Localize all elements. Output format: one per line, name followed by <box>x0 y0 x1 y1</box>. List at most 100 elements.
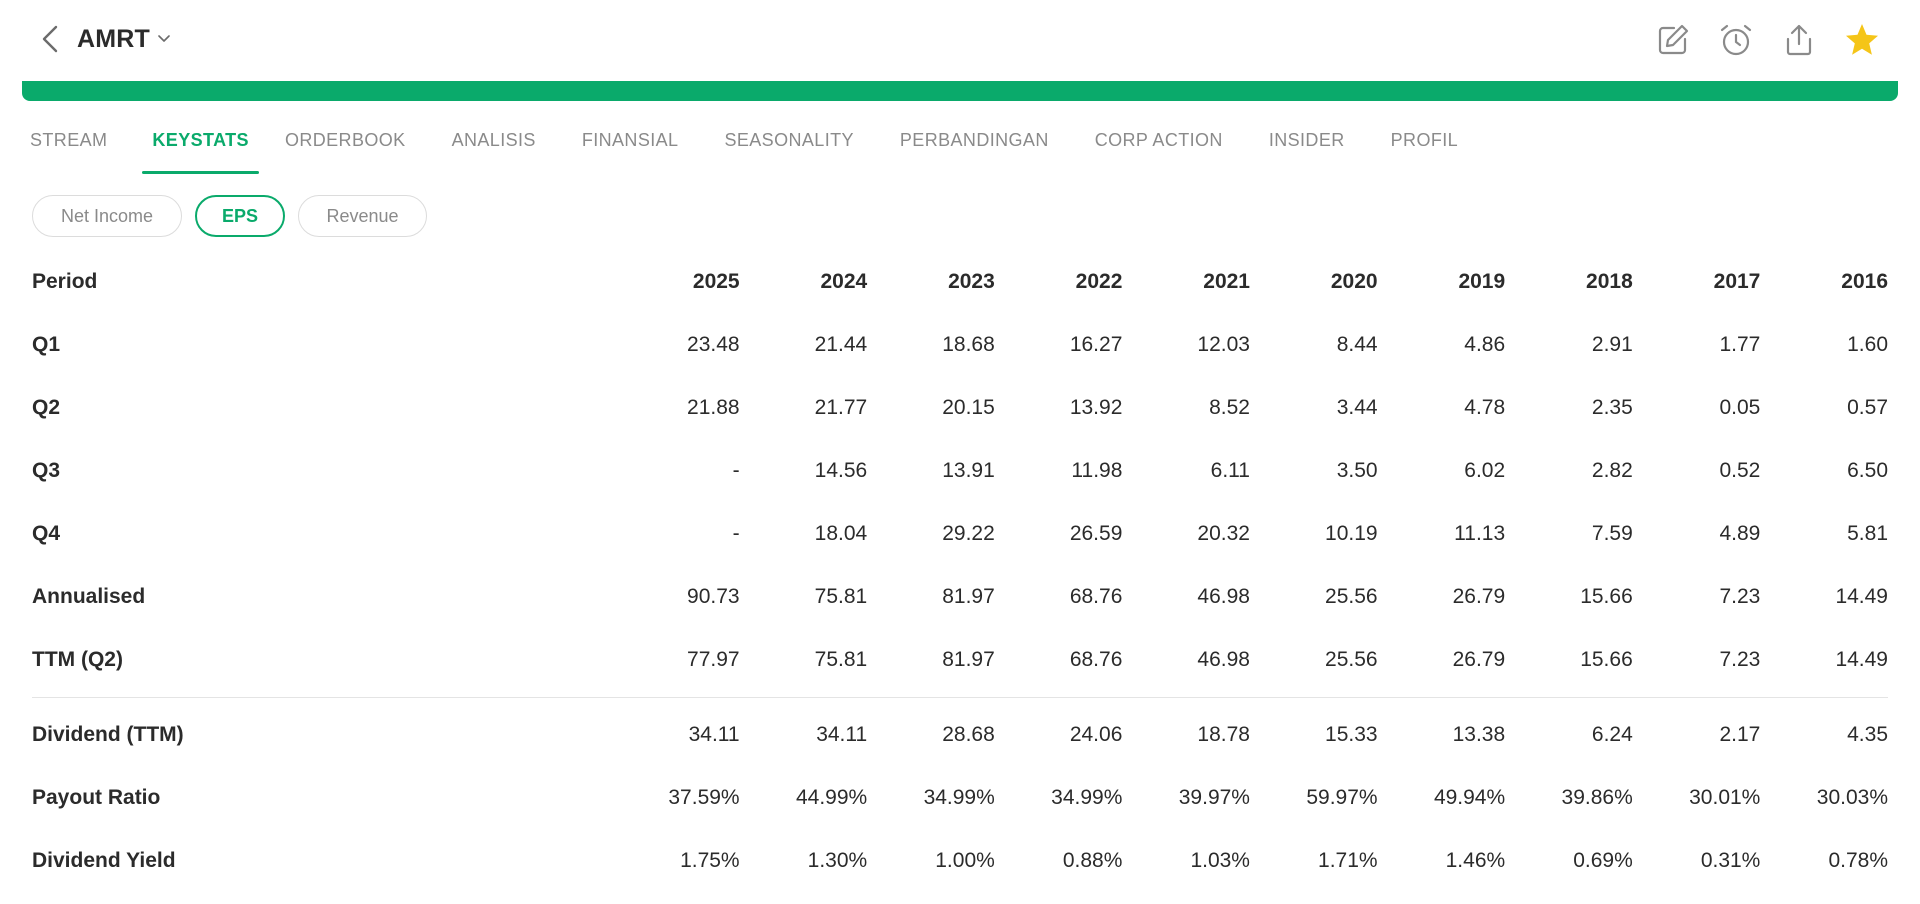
watchlist-star-button[interactable] <box>1844 22 1880 58</box>
table-cell: 2.82 <box>1591 458 1633 482</box>
tab-stream[interactable]: STREAM <box>30 130 108 150</box>
table-cell: 0.88% <box>1062 848 1123 872</box>
table-cell: 34.99% <box>1051 785 1123 809</box>
table-cell: 21.77 <box>814 395 868 419</box>
table-cell: 4.89 <box>1719 521 1761 545</box>
table-cell: 1.03% <box>1190 848 1250 872</box>
table-cell: 13.92 <box>1069 395 1123 419</box>
period-header: Period <box>32 269 98 293</box>
table-cell: 28.68 <box>942 722 995 746</box>
table-cell: 0.78% <box>1828 848 1888 872</box>
table-row: Q4 - 18.04 29.22 26.59 20.32 10.19 11.13 7.59 4.8… <box>32 502 1888 565</box>
row-label: Q4 <box>32 521 61 545</box>
tab-finansial[interactable]: FINANSIAL <box>581 130 679 150</box>
table-cell: 13.91 <box>942 458 995 482</box>
table-cell: 1.30% <box>807 848 868 872</box>
table-cell: 25.56 <box>1325 647 1378 671</box>
table-cell: 39.86% <box>1561 785 1633 809</box>
table-cell: 1.77 <box>1719 332 1761 356</box>
table-cell: 1.71% <box>1318 848 1378 872</box>
table-cell: 0.31% <box>1700 848 1761 872</box>
chevron-left-icon <box>42 25 58 53</box>
ticker-selector[interactable]: AMRT <box>77 22 170 56</box>
table-cell: 3.50 <box>1336 458 1378 482</box>
table-cell: 6.11 <box>1210 458 1250 482</box>
table-cell: 26.79 <box>1452 647 1506 671</box>
edit-button[interactable] <box>1655 22 1691 58</box>
table-cell: 18.04 <box>814 521 868 545</box>
table-cell: 1.60 <box>1847 332 1888 356</box>
table-row: Dividend Yield 1.75% 1.30% 1.00% 0.88% 1.03% 1… <box>32 829 1888 892</box>
table-cell: 24.06 <box>1069 722 1123 746</box>
share-icon <box>1786 24 1812 56</box>
table-cell: 0.52 <box>1719 458 1761 482</box>
table-cell: 37.59% <box>668 785 740 809</box>
divider-line <box>32 696 1888 698</box>
table-cell: 10.19 <box>1325 521 1378 545</box>
filter-revenue-button[interactable]: Revenue <box>298 195 427 237</box>
tab-seasonality[interactable]: SEASONALITY <box>724 130 854 150</box>
star-icon <box>1846 24 1878 55</box>
table-cell: 75.81 <box>814 584 868 608</box>
table-cell: 6.50 <box>1847 458 1888 482</box>
row-label: Q1 <box>32 332 61 356</box>
table-cell: 81.97 <box>942 647 995 671</box>
table-row: Dividend (TTM) 34.11 34.11 28.68 24.06 18.78 1… <box>32 703 1888 766</box>
filter-net-income-button[interactable]: Net Income <box>32 195 182 237</box>
table-cell: 5.81 <box>1847 521 1888 545</box>
table-cell: 20.32 <box>1197 521 1250 545</box>
tab-insider[interactable]: INSIDER <box>1268 130 1345 150</box>
table-cell: 21.88 <box>687 395 740 419</box>
table-cell: 34.99% <box>923 785 995 809</box>
year-header: 2019 <box>1458 269 1506 293</box>
row-label: Annualised <box>32 584 146 608</box>
tab-analisis[interactable]: ANALISIS <box>451 130 536 150</box>
table-cell: 59.97% <box>1306 785 1378 809</box>
tab-orderbook[interactable]: ORDERBOOK <box>284 130 406 150</box>
table-row: Q1 23.48 21.44 18.68 16.27 12.03 8.44 4.86 2.91 1… <box>32 313 1888 376</box>
table-cell: 0.05 <box>1719 395 1761 419</box>
table-cell: 8.52 <box>1209 395 1250 419</box>
row-label: Dividend Yield <box>32 848 176 872</box>
table-cell: 7.23 <box>1719 584 1761 608</box>
table-cell: 14.49 <box>1835 584 1888 608</box>
table-cell: 13.38 <box>1452 722 1506 746</box>
accent-banner <box>22 81 1898 101</box>
table-cell: 0.69% <box>1573 848 1633 872</box>
row-label: TTM (Q2) <box>32 647 123 671</box>
table-cell: 77.97 <box>687 647 740 671</box>
table-cell: 14.56 <box>814 458 868 482</box>
tab-perbandingan[interactable]: PERBANDINGAN <box>899 130 1049 150</box>
table-cell: 68.76 <box>1069 647 1123 671</box>
edit-icon <box>1658 24 1689 55</box>
table-cell: 2.91 <box>1591 332 1633 356</box>
table-row: Q2 21.88 21.77 20.15 13.92 8.52 3.44 4.78 2.35 0.… <box>32 376 1888 439</box>
year-header: 2022 <box>1075 269 1123 293</box>
tab-keystats[interactable]: KEYSTATS <box>142 118 259 174</box>
table-cell: 30.01% <box>1689 785 1761 809</box>
share-button[interactable] <box>1781 22 1817 58</box>
tab-bar: STREAM KEYSTATS ORDERBOOK ANALISIS FINANSIAL… <box>30 118 1458 174</box>
table-cell: 1.46% <box>1445 848 1506 872</box>
table-cell: 4.78 <box>1464 395 1506 419</box>
year-header: 2024 <box>820 269 868 293</box>
alarm-button[interactable] <box>1718 22 1754 58</box>
table-cell: 26.79 <box>1452 584 1506 608</box>
table-cell: 46.98 <box>1197 584 1250 608</box>
table-cell: 46.98 <box>1197 647 1250 671</box>
table-cell: 30.03% <box>1816 785 1888 809</box>
ticker-symbol: AMRT <box>77 24 151 53</box>
row-label: Q3 <box>32 458 61 482</box>
table-cell: 81.97 <box>942 584 995 608</box>
table-cell: 11.98 <box>1071 458 1123 482</box>
table-cell: 7.59 <box>1591 521 1633 545</box>
tab-profil[interactable]: PROFIL <box>1390 130 1459 150</box>
table-cell: 1.75% <box>680 848 740 872</box>
filter-eps-button[interactable]: EPS <box>195 195 285 237</box>
table-cell: 12.03 <box>1197 332 1250 356</box>
tab-corp-action[interactable]: CORP ACTION <box>1094 130 1223 150</box>
top-header: AMRT <box>0 0 1920 78</box>
back-button[interactable] <box>36 22 64 56</box>
table-cell: 26.59 <box>1069 521 1123 545</box>
year-header: 2020 <box>1330 269 1378 293</box>
